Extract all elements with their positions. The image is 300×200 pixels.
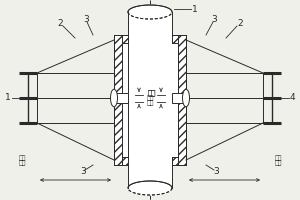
Text: 4: 4 xyxy=(290,94,295,102)
Text: 径向: 径向 xyxy=(274,155,282,161)
Text: 1: 1 xyxy=(192,4,198,14)
Bar xyxy=(178,35,186,165)
Bar xyxy=(122,157,128,165)
Text: 轴向: 轴向 xyxy=(148,89,156,96)
Text: 3: 3 xyxy=(80,168,86,176)
Text: 轴向: 轴向 xyxy=(146,95,154,101)
Polygon shape xyxy=(128,181,172,195)
Bar xyxy=(122,35,128,43)
Ellipse shape xyxy=(110,89,118,107)
Text: 3: 3 xyxy=(83,15,89,23)
Bar xyxy=(128,12,172,188)
Text: 3: 3 xyxy=(213,168,219,176)
Text: 2: 2 xyxy=(237,20,243,28)
Text: 2: 2 xyxy=(57,20,63,28)
Bar xyxy=(114,93,128,103)
Text: 间隙: 间隙 xyxy=(146,100,154,106)
Bar xyxy=(172,43,178,157)
Text: 间隙: 间隙 xyxy=(274,160,282,166)
Text: 间隙: 间隙 xyxy=(18,160,26,166)
Bar xyxy=(172,157,178,165)
Ellipse shape xyxy=(182,89,190,107)
Polygon shape xyxy=(128,5,172,19)
Text: 间隙: 间隙 xyxy=(148,82,156,96)
Bar xyxy=(172,93,186,103)
Bar xyxy=(122,43,128,157)
Text: 3: 3 xyxy=(211,15,217,23)
Text: 1: 1 xyxy=(5,94,11,102)
Bar xyxy=(172,35,178,43)
Text: 径向: 径向 xyxy=(18,155,26,161)
Bar xyxy=(114,35,122,165)
